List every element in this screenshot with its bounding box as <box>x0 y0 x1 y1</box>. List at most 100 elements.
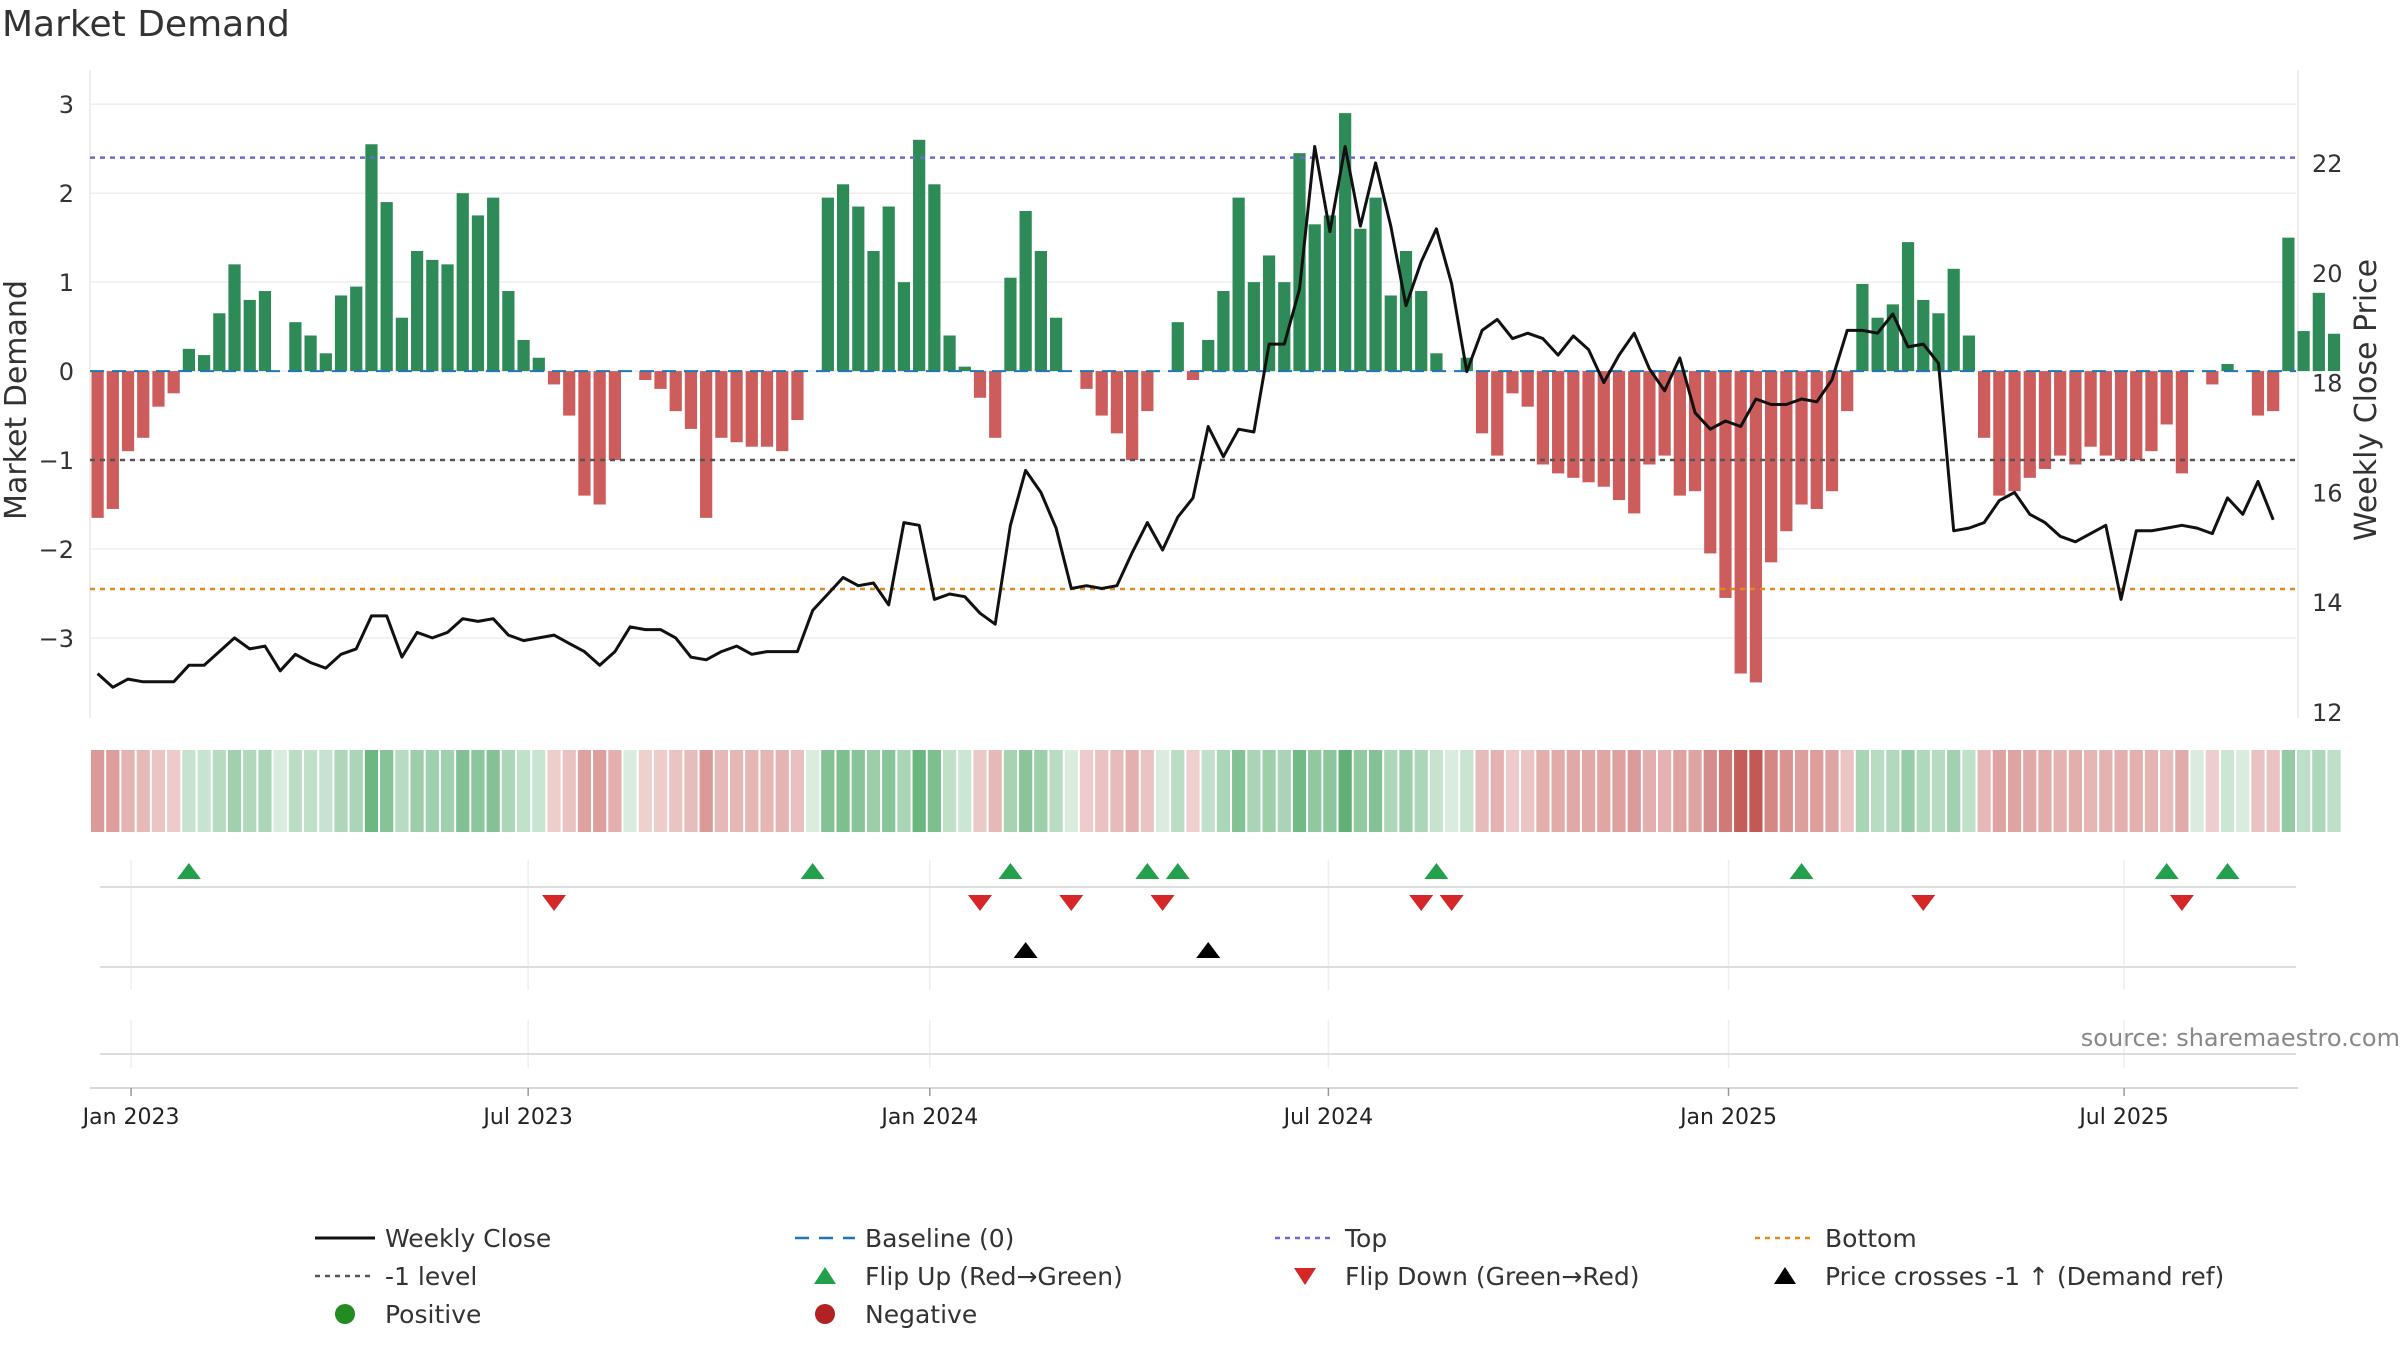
legend-label: -1 level <box>385 1262 477 1291</box>
demand-bar <box>1506 371 1519 394</box>
demand-bar <box>1978 371 1991 438</box>
heat-cell <box>562 750 576 832</box>
demand-bar <box>304 335 317 372</box>
demand-bar <box>106 371 119 509</box>
heat-cell <box>258 750 272 832</box>
demand-bar <box>2099 371 2112 456</box>
flip-up-marker <box>800 863 825 879</box>
demand-bar <box>1262 255 1276 372</box>
heat-cell <box>1642 750 1657 832</box>
legend-label: Flip Up (Red→Green) <box>865 1262 1123 1291</box>
demand-bar <box>532 357 545 372</box>
heat-cell <box>1049 750 1063 832</box>
y-tick-label: 3 <box>59 91 74 119</box>
demand-bar <box>2114 371 2128 461</box>
demand-bar <box>365 144 378 372</box>
demand-bar <box>502 291 515 372</box>
y-tick-label: −2 <box>39 536 74 564</box>
demand-bar <box>760 371 774 447</box>
demand-bar <box>2297 331 2310 372</box>
heat-cell <box>684 750 698 832</box>
demand-bar <box>730 371 743 443</box>
legend-label: Price crosses -1 ↑ (Demand ref) <box>1825 1262 2224 1291</box>
heat-cell <box>2160 750 2174 832</box>
heat-cell <box>1612 750 1626 832</box>
heat-cell <box>882 750 896 832</box>
demand-bar <box>426 259 439 372</box>
heat-cell <box>608 750 622 832</box>
weekly-close-line <box>96 145 2275 689</box>
demand-bar <box>1171 322 1184 372</box>
demand-bar <box>380 202 393 372</box>
demand-bar <box>213 313 226 372</box>
heat-cell <box>1992 750 2006 832</box>
demand-bar <box>91 371 104 518</box>
heat-cell <box>1186 750 1200 832</box>
demand-bar <box>1841 371 1854 412</box>
heat-cell <box>1749 750 1763 832</box>
demand-bar <box>2145 371 2158 452</box>
heat-cell <box>486 750 500 832</box>
x-tick-label: Jan 2025 <box>1678 1105 1777 1130</box>
demand-bar <box>1597 371 1610 487</box>
flip-up-marker <box>998 863 1023 879</box>
demand-bar <box>1673 371 1686 496</box>
y-axis-label: Market Demand <box>0 280 34 520</box>
heat-cell <box>745 750 759 832</box>
heat-cell <box>1779 750 1793 832</box>
demand-bar <box>1110 371 1124 434</box>
price-cross-marker <box>1196 942 1221 958</box>
heat-cell <box>2327 750 2341 832</box>
demand-bar <box>1415 291 1428 372</box>
demand-bar <box>289 322 302 372</box>
heat-cell <box>1095 750 1109 832</box>
demand-bar <box>1278 282 1291 372</box>
heat-cell <box>1460 750 1474 832</box>
flip-up-marker <box>1165 863 1190 879</box>
demand-bar <box>1825 371 1839 492</box>
demand-bar <box>897 282 911 372</box>
heat-cell <box>1171 750 1185 832</box>
x-tick-label: Jul 2025 <box>2077 1105 2169 1130</box>
heat-cell <box>2007 750 2022 832</box>
demand-bar <box>684 371 698 429</box>
legend-label: Flip Down (Green→Red) <box>1345 1262 1640 1291</box>
heat-cell <box>1216 750 1231 832</box>
flip-up-marker <box>176 863 201 879</box>
heat-cell <box>1658 750 1672 832</box>
heat-cell <box>1201 750 1215 832</box>
heat-cell <box>942 750 957 832</box>
heat-cell <box>927 750 941 832</box>
heat-cell <box>1475 750 1489 832</box>
heat-cell <box>1308 750 1322 832</box>
heat-cell <box>973 750 987 832</box>
heat-cell <box>501 750 515 832</box>
heat-cell <box>334 750 348 832</box>
demand-bar <box>2069 371 2082 465</box>
demand-bar <box>1567 371 1580 478</box>
demand-bar <box>319 353 332 372</box>
demand-bar <box>2008 371 2021 492</box>
demand-bar <box>958 366 971 372</box>
heat-cell <box>227 750 242 832</box>
heat-cell <box>151 750 166 832</box>
heat-cell <box>2312 750 2326 832</box>
demand-bar <box>2267 371 2280 412</box>
demand-bar <box>2327 333 2341 372</box>
heat-cell <box>836 750 850 832</box>
heat-cell <box>760 750 774 832</box>
x-tick-label: Jan 2024 <box>879 1105 978 1130</box>
heat-cell <box>395 750 409 832</box>
heat-cell <box>1673 750 1687 832</box>
demand-bar <box>1399 251 1413 372</box>
demand-bar <box>791 371 804 421</box>
demand-bar <box>1765 371 1778 563</box>
y-tick-label: 0 <box>59 358 74 386</box>
heat-cell <box>2266 750 2280 832</box>
demand-bar <box>1354 228 1367 372</box>
heat-cell <box>669 750 683 832</box>
demand-bar <box>1901 242 1915 372</box>
legend-label: Weekly Close <box>385 1224 551 1253</box>
heat-cell <box>1110 750 1124 832</box>
heat-cell <box>380 750 394 832</box>
